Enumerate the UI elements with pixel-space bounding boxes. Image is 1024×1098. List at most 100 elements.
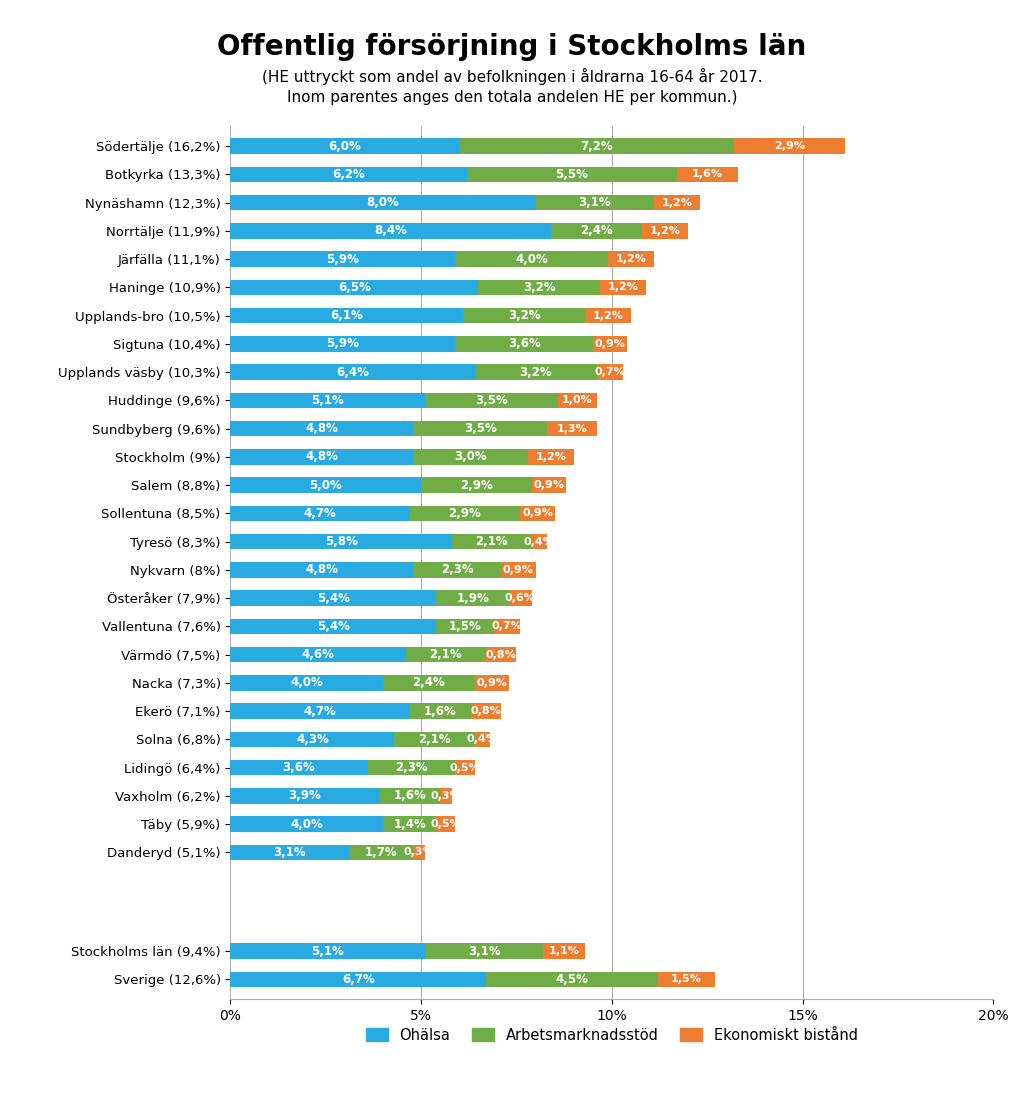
- Bar: [425, 392, 558, 408]
- Bar: [379, 788, 440, 804]
- Bar: [230, 788, 379, 804]
- Text: 5,5%: 5,5%: [555, 168, 588, 181]
- Text: 0,7%: 0,7%: [492, 621, 522, 631]
- Bar: [425, 943, 543, 959]
- Text: 3,2%: 3,2%: [508, 309, 541, 322]
- Bar: [230, 534, 452, 549]
- Text: 3,6%: 3,6%: [508, 337, 541, 350]
- Bar: [406, 647, 486, 662]
- Bar: [410, 703, 471, 719]
- Text: 3,9%: 3,9%: [289, 789, 322, 803]
- Bar: [230, 731, 394, 747]
- Text: 3,1%: 3,1%: [273, 845, 306, 859]
- Text: 4,7%: 4,7%: [304, 507, 337, 519]
- Text: 5,1%: 5,1%: [311, 944, 344, 957]
- Bar: [547, 421, 597, 436]
- Text: 5,9%: 5,9%: [327, 253, 359, 266]
- Bar: [436, 618, 494, 634]
- Legend: Ohälsa, Arbetsmarknadsstöd, Ekonomiskt bistånd: Ohälsa, Arbetsmarknadsstöd, Ekonomiskt b…: [360, 1022, 863, 1049]
- Text: 5,9%: 5,9%: [327, 337, 359, 350]
- Text: 1,2%: 1,2%: [615, 254, 646, 264]
- Text: 7,2%: 7,2%: [581, 139, 613, 153]
- Text: 0,6%: 0,6%: [505, 593, 536, 603]
- Bar: [230, 167, 467, 182]
- Bar: [459, 138, 734, 154]
- Bar: [230, 972, 486, 987]
- Bar: [536, 194, 653, 211]
- Bar: [230, 478, 421, 493]
- Bar: [230, 675, 383, 691]
- Bar: [394, 731, 474, 747]
- Bar: [677, 167, 737, 182]
- Text: 1,2%: 1,2%: [662, 198, 692, 208]
- Text: 5,4%: 5,4%: [317, 592, 350, 605]
- Bar: [509, 591, 531, 606]
- Bar: [478, 280, 600, 295]
- Text: 6,1%: 6,1%: [331, 309, 364, 322]
- Bar: [528, 449, 573, 464]
- Text: 2,9%: 2,9%: [460, 479, 493, 492]
- Text: 0,9%: 0,9%: [476, 677, 507, 687]
- Text: 1,4%: 1,4%: [393, 818, 426, 830]
- Text: 3,0%: 3,0%: [455, 450, 487, 463]
- Bar: [642, 223, 688, 238]
- Text: 3,1%: 3,1%: [579, 197, 611, 209]
- Bar: [230, 844, 348, 860]
- Bar: [230, 251, 456, 267]
- Bar: [531, 534, 547, 549]
- Bar: [414, 421, 547, 436]
- Text: 4,8%: 4,8%: [305, 563, 338, 576]
- Bar: [368, 760, 456, 775]
- Text: 1,2%: 1,2%: [593, 311, 624, 321]
- Text: 4,7%: 4,7%: [304, 705, 337, 717]
- Bar: [474, 731, 489, 747]
- Text: 4,3%: 4,3%: [296, 732, 329, 746]
- Text: 6,7%: 6,7%: [342, 973, 375, 986]
- Text: 3,6%: 3,6%: [283, 761, 315, 774]
- Text: 3,5%: 3,5%: [464, 422, 497, 435]
- Bar: [474, 365, 597, 380]
- Text: 0,8%: 0,8%: [485, 650, 516, 660]
- Text: 6,5%: 6,5%: [338, 281, 371, 294]
- Bar: [410, 505, 520, 522]
- Bar: [230, 421, 414, 436]
- Bar: [230, 392, 425, 408]
- Bar: [230, 703, 410, 719]
- Text: 4,0%: 4,0%: [291, 676, 323, 690]
- Text: 0,9%: 0,9%: [522, 508, 553, 518]
- Bar: [230, 138, 459, 154]
- Text: (HE uttryckt som andel av befolkningen i åldrarna 16-64 år 2017.
Inom parentes a: (HE uttryckt som andel av befolkningen i…: [262, 68, 762, 105]
- Bar: [600, 280, 646, 295]
- Text: 4,8%: 4,8%: [305, 450, 338, 463]
- Bar: [543, 943, 585, 959]
- Text: 3,5%: 3,5%: [475, 394, 508, 406]
- Bar: [486, 972, 657, 987]
- Text: 6,0%: 6,0%: [329, 139, 361, 153]
- Bar: [456, 760, 474, 775]
- Bar: [456, 336, 593, 351]
- Text: 4,8%: 4,8%: [305, 422, 338, 435]
- Bar: [440, 788, 452, 804]
- Text: 0,9%: 0,9%: [595, 339, 626, 349]
- Bar: [414, 449, 528, 464]
- Bar: [452, 534, 531, 549]
- Bar: [230, 760, 368, 775]
- Text: 1,6%: 1,6%: [691, 169, 723, 179]
- Text: 0,9%: 0,9%: [534, 480, 564, 490]
- Text: 1,2%: 1,2%: [608, 282, 639, 292]
- Bar: [230, 943, 425, 959]
- Text: 0,5%: 0,5%: [450, 762, 480, 773]
- Text: 4,0%: 4,0%: [291, 818, 323, 830]
- Text: 1,2%: 1,2%: [650, 226, 681, 236]
- Text: 5,1%: 5,1%: [311, 394, 344, 406]
- Text: 2,3%: 2,3%: [395, 761, 428, 774]
- Bar: [230, 223, 551, 238]
- Bar: [230, 591, 436, 606]
- Bar: [230, 280, 478, 295]
- Text: 2,1%: 2,1%: [430, 648, 462, 661]
- Bar: [230, 647, 406, 662]
- Bar: [531, 478, 566, 493]
- Text: 1,2%: 1,2%: [536, 451, 566, 462]
- Text: 0,7%: 0,7%: [595, 367, 626, 377]
- Text: 0,8%: 0,8%: [471, 706, 502, 716]
